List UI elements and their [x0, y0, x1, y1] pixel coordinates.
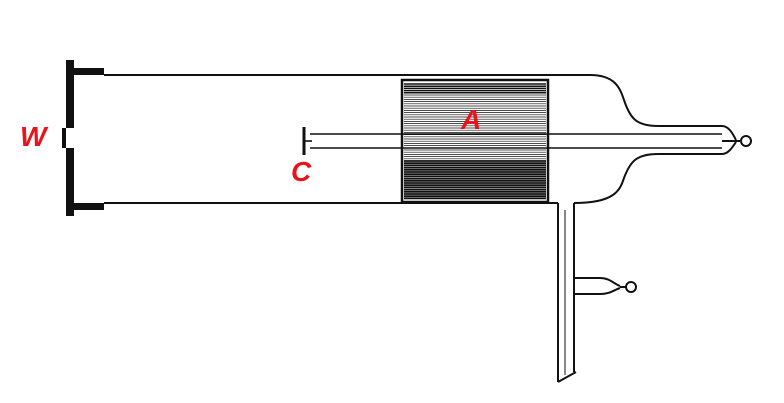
window-w: [62, 60, 104, 216]
side-tube: [557, 203, 577, 383]
label-w: W: [20, 121, 47, 152]
central-rod: [302, 127, 722, 155]
anode-cylinder-a: [400, 78, 550, 204]
label-a: A: [461, 104, 482, 135]
label-c: C: [291, 156, 312, 187]
right-terminal: [722, 135, 752, 147]
side-branch-terminal: [574, 277, 637, 295]
